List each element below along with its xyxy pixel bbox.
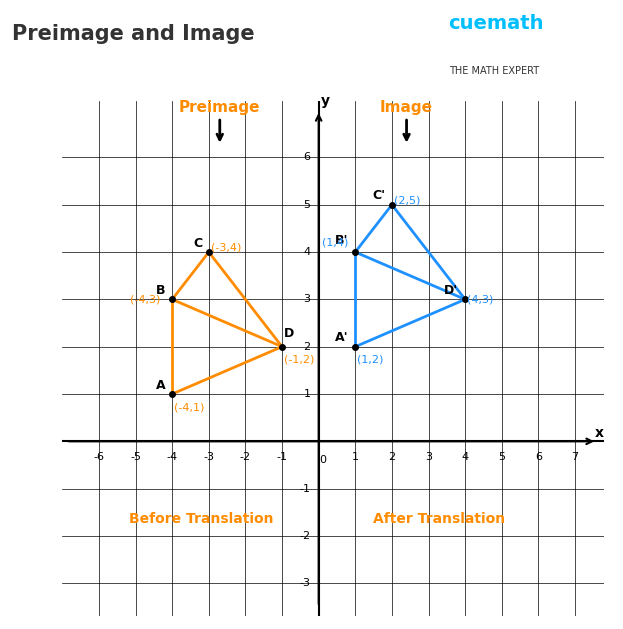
Text: -5: -5 <box>130 452 141 462</box>
Text: (-4,3): (-4,3) <box>130 294 161 304</box>
Text: Preimage: Preimage <box>179 100 260 115</box>
Text: D: D <box>284 326 294 340</box>
Text: -1: -1 <box>300 484 311 494</box>
Text: 2: 2 <box>388 452 396 462</box>
Text: 4: 4 <box>303 247 311 257</box>
Text: (-3,4): (-3,4) <box>211 242 241 252</box>
Text: -3: -3 <box>300 578 311 588</box>
Text: Preimage and Image: Preimage and Image <box>12 23 255 43</box>
Text: 2: 2 <box>303 342 311 352</box>
Text: (-1,2): (-1,2) <box>284 355 314 365</box>
Text: 1: 1 <box>303 389 311 399</box>
Text: Image: Image <box>380 100 433 115</box>
Text: -6: -6 <box>93 452 105 462</box>
Text: x: x <box>594 426 603 440</box>
Text: (2,5): (2,5) <box>394 195 420 205</box>
Text: -2: -2 <box>300 531 311 541</box>
Text: cuemath: cuemath <box>449 14 544 33</box>
Text: THE MATH EXPERT: THE MATH EXPERT <box>449 66 539 76</box>
Text: B: B <box>156 284 166 297</box>
Text: 5: 5 <box>498 452 505 462</box>
Text: 7: 7 <box>571 452 579 462</box>
Text: 1: 1 <box>352 452 359 462</box>
Text: -3: -3 <box>203 452 214 462</box>
Text: C: C <box>193 237 202 250</box>
Text: (4,3): (4,3) <box>467 294 493 304</box>
Text: 6: 6 <box>535 452 542 462</box>
Text: -1: -1 <box>277 452 288 462</box>
Text: 6: 6 <box>303 152 311 162</box>
Text: (1,2): (1,2) <box>357 355 384 365</box>
Text: (1,4): (1,4) <box>322 238 349 248</box>
Text: Before Translation: Before Translation <box>129 513 273 526</box>
Text: After Translation: After Translation <box>373 513 506 526</box>
Text: A: A <box>156 379 166 392</box>
Text: 4: 4 <box>462 452 468 462</box>
Text: 3: 3 <box>425 452 432 462</box>
Text: y: y <box>321 94 330 108</box>
Text: -2: -2 <box>240 452 251 462</box>
Text: A': A' <box>335 331 349 344</box>
Text: (-4,1): (-4,1) <box>174 403 204 412</box>
Text: D': D' <box>444 284 459 297</box>
Text: B': B' <box>335 235 349 247</box>
Text: C': C' <box>372 189 385 203</box>
Text: -4: -4 <box>166 452 178 462</box>
Text: 3: 3 <box>303 294 311 304</box>
Text: 5: 5 <box>303 200 311 209</box>
Text: 0: 0 <box>320 455 326 465</box>
